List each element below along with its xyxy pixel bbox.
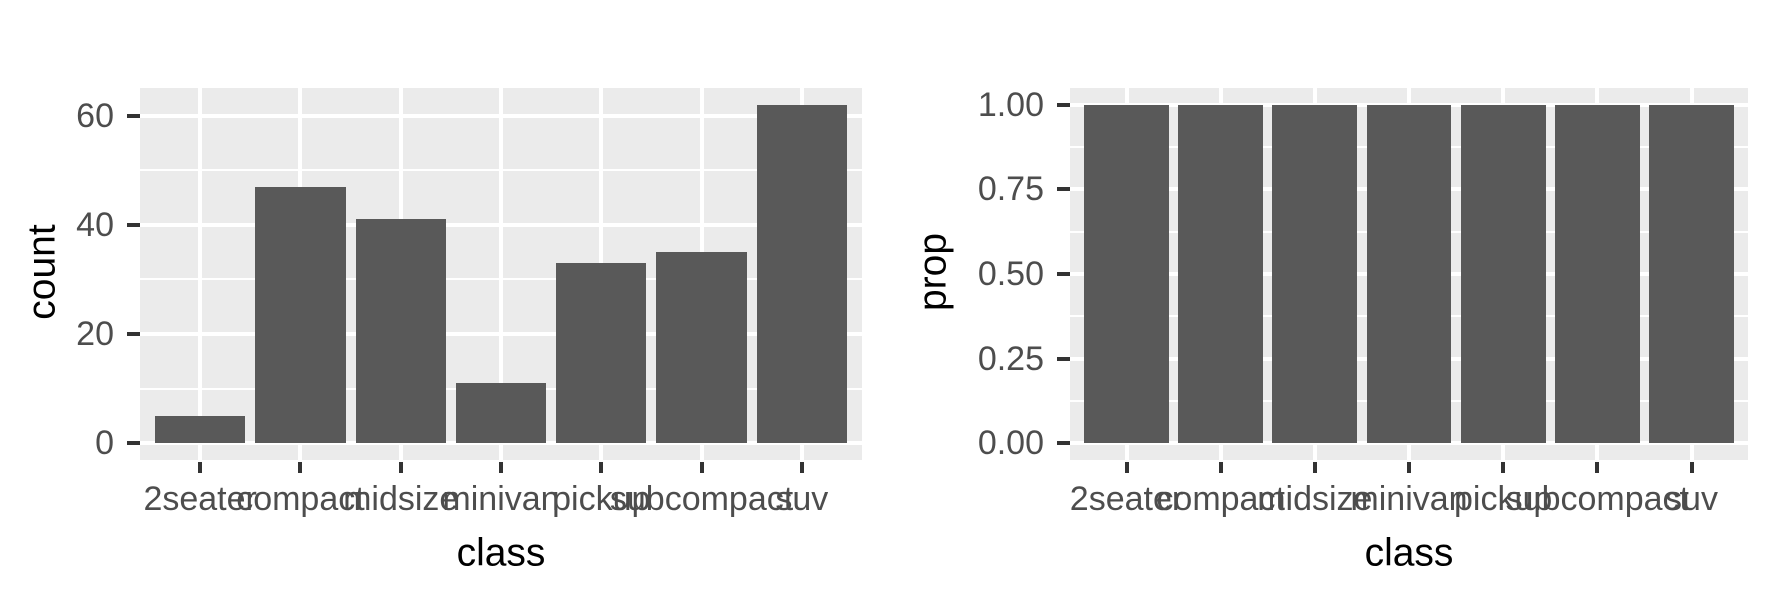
x-axis-tick — [599, 462, 604, 473]
y-tick-label: 0 — [95, 424, 114, 463]
x-axis-tick — [499, 462, 503, 473]
x-axis-title: class — [1364, 531, 1454, 575]
x-tick-label: minivan — [1350, 480, 1468, 518]
x-axis-tick — [1501, 462, 1506, 473]
y-tick-label: 0.75 — [977, 170, 1044, 209]
x-axis-tick — [398, 462, 403, 473]
bar-minivan — [455, 383, 547, 444]
x-axis-tick — [1218, 462, 1223, 473]
y-axis-tick — [127, 332, 140, 336]
x-tick-label: 2seater — [1069, 480, 1184, 518]
x-axis-tick — [699, 462, 704, 473]
y-tick-label: 1.00 — [977, 85, 1044, 124]
y-tick-label: 0.50 — [977, 255, 1044, 293]
x-axis-tick — [1312, 462, 1317, 473]
bar-2seater — [1084, 104, 1169, 444]
plot-panel — [140, 88, 862, 460]
y-axis-tick — [1057, 102, 1070, 107]
x-axis-title: class — [456, 531, 546, 575]
y-axis-title: prop — [911, 232, 955, 312]
x-tick-label: midsize — [1257, 480, 1373, 518]
x-tick-label: minivan — [442, 480, 560, 518]
bar-pickup — [556, 263, 647, 444]
x-tick-label: compact — [1156, 480, 1285, 518]
y-tick-label: 0.00 — [977, 424, 1044, 463]
gridline-major-vertical — [499, 88, 503, 460]
x-tick-label: pickup — [552, 480, 651, 518]
bar-compact — [255, 186, 346, 444]
bar-suv — [1649, 104, 1734, 444]
x-axis-tick — [198, 462, 203, 473]
y-axis-tick — [127, 222, 140, 227]
x-tick-label: subcompact — [1505, 480, 1689, 518]
y-axis-tick — [1057, 187, 1070, 192]
x-axis-tick — [799, 462, 804, 473]
bar-subcompact — [1554, 104, 1640, 444]
y-tick-label: 0.25 — [977, 339, 1044, 378]
x-tick-label: suv — [1665, 480, 1718, 518]
y-axis-tick — [127, 441, 140, 446]
bar-compact — [1178, 104, 1264, 444]
bar-midsize — [355, 219, 446, 444]
bar-suv — [756, 104, 847, 444]
y-tick-label: 40 — [76, 205, 114, 244]
x-tick-label: pickup — [1454, 480, 1553, 518]
x-axis-tick — [1689, 462, 1694, 473]
x-tick-label: compact — [236, 480, 365, 518]
y-axis-tick — [127, 113, 140, 118]
x-axis-tick — [1124, 462, 1129, 473]
bar-2seater — [155, 415, 246, 444]
y-axis-tick — [1057, 272, 1070, 276]
y-axis-tick — [1057, 441, 1070, 446]
plot-panel — [1070, 88, 1748, 460]
x-tick-label: subcompact — [609, 480, 794, 518]
bar-midsize — [1272, 104, 1358, 444]
gridline-major-vertical — [198, 88, 203, 460]
y-tick-label: 60 — [76, 96, 114, 135]
y-tick-label: 20 — [76, 315, 114, 353]
y-axis-tick — [1057, 356, 1070, 361]
x-axis-tick — [1595, 462, 1600, 473]
x-tick-label: midsize — [343, 480, 459, 518]
x-tick-label: 2seater — [143, 480, 257, 518]
bar-minivan — [1366, 104, 1452, 444]
x-tick-label: suv — [775, 480, 829, 518]
bar-subcompact — [656, 252, 747, 444]
bar-pickup — [1460, 104, 1546, 444]
x-axis-tick — [1407, 462, 1411, 473]
x-axis-tick — [298, 462, 303, 473]
